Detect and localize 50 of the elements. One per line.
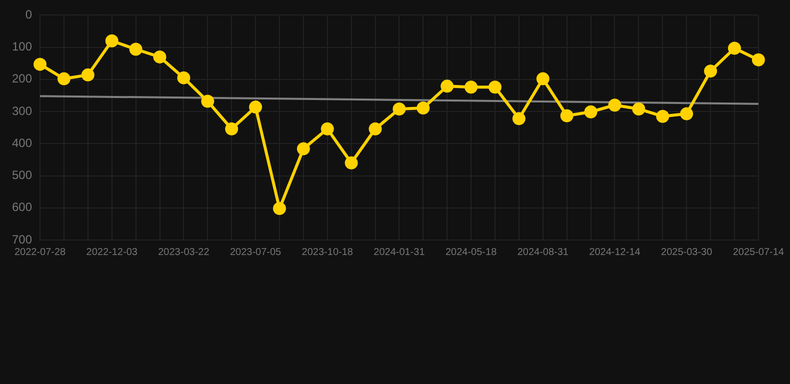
point [201,94,214,108]
x-tick-label: 2023-10-18 [302,246,354,258]
y-tick-label: 200 [12,72,32,86]
point [105,34,118,48]
point [153,50,166,64]
x-tick-label: 2024-01-31 [374,246,426,258]
point [81,68,94,82]
point [57,72,70,86]
point [464,80,478,94]
point [536,72,550,86]
point [368,122,382,136]
y-tick-label: 700 [12,232,32,246]
x-tick-label: 2022-12-03 [86,246,138,258]
y-tick-label: 300 [12,104,32,118]
x-tick-label: 2023-03-22 [158,246,210,258]
point [512,112,526,126]
y-tick-label: 600 [12,200,32,214]
point [344,156,358,170]
point [129,42,142,56]
y-tick-label: 0 [25,8,32,22]
y-tick-label: 100 [12,40,32,54]
point [392,102,406,116]
x-tick-label: 2024-08-31 [517,246,569,258]
point [34,58,47,71]
point [320,122,334,136]
point [249,100,262,114]
point [272,202,286,216]
y-tick-label: 500 [12,168,32,182]
x-tick-label: 2024-05-18 [445,246,498,258]
x-tick-label: 2023-07-05 [230,246,282,258]
point [704,64,718,78]
y-tick-label: 400 [12,136,32,150]
point [680,107,694,120]
point [752,53,765,66]
point [584,105,598,118]
point [728,42,741,55]
point [416,102,430,115]
point [608,98,622,112]
point [656,110,670,123]
point [177,71,190,84]
point [632,102,646,116]
point [440,80,454,93]
x-tick-label: 2025-07-14 [732,246,784,258]
x-tick-label: 2025-03-30 [661,246,713,258]
point [296,142,310,156]
point [488,80,502,94]
x-tick-label: 2022-07-28 [14,246,66,258]
x-tick-label: 2024-12-14 [589,246,641,258]
point [560,109,574,122]
point [225,122,238,136]
